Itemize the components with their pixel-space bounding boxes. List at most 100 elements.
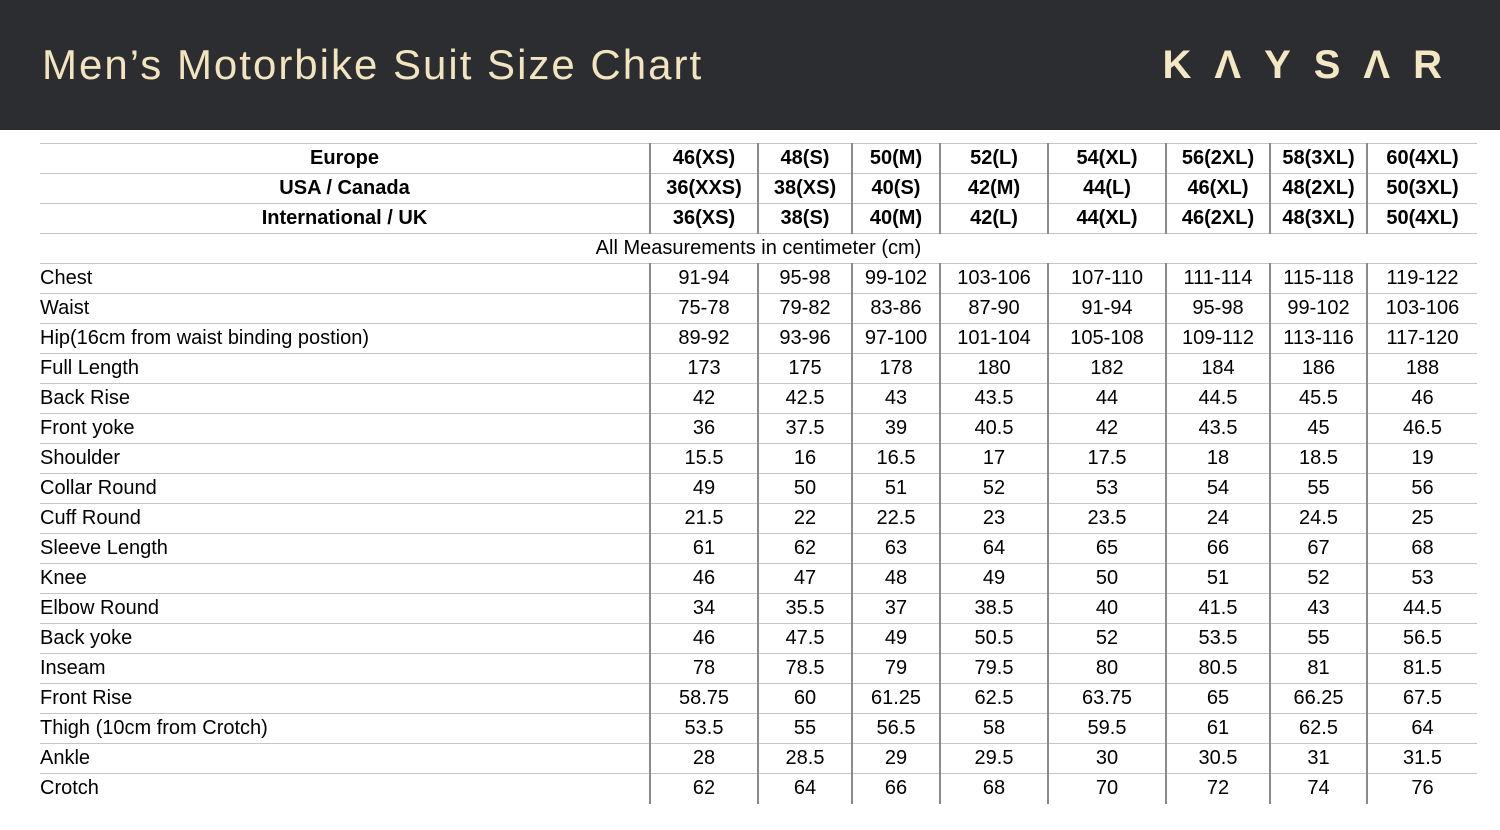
size-value-cell: 53.5 <box>649 713 758 744</box>
size-value-cell: 95-98 <box>757 263 852 294</box>
measurement-label: Thigh (10cm from Crotch) <box>40 717 268 739</box>
size-value-cell: 48(2XL) <box>1269 173 1367 204</box>
size-value-cell: 89-92 <box>649 323 758 354</box>
size-value-cell: 19 <box>1366 443 1477 474</box>
size-value-cell: 95-98 <box>1165 293 1270 324</box>
size-value-cell: 44.5 <box>1366 593 1477 624</box>
size-value-cell: 65 <box>1047 533 1166 564</box>
size-value-cell: 78 <box>649 653 758 684</box>
size-value-cell: 99-102 <box>851 263 940 294</box>
size-value-cell: 44 <box>1047 383 1166 414</box>
size-value-cell: 44(XL) <box>1047 203 1166 234</box>
measurement-label: Shoulder <box>40 447 121 469</box>
measurement-label: Hip(16cm from waist binding postion) <box>40 327 370 349</box>
size-value-cell: 55 <box>1269 473 1367 504</box>
size-value-cell: 101-104 <box>939 323 1048 354</box>
size-value-cell: 52 <box>1047 623 1166 654</box>
size-value-cell: 45 <box>1269 413 1367 444</box>
size-value-cell: 40(S) <box>851 173 940 204</box>
table-row: Crotch 62 64 66 68 70 72 74 76 <box>40 773 1477 804</box>
size-value-cell: 21.5 <box>649 503 758 534</box>
measurement-label: Elbow Round <box>40 597 159 619</box>
measurement-label: Front Rise <box>40 687 133 709</box>
size-value-cell: 48 <box>851 563 940 594</box>
size-value-cell: 80 <box>1047 653 1166 684</box>
size-value-cell: 103-106 <box>939 263 1048 294</box>
table-row: Full Length 173 175 178 180 182 184 186 188 <box>40 353 1477 384</box>
measurement-label: Ankle <box>40 747 91 769</box>
size-chart-table: Europe 46(XS) 48(S) 50(M) 52(L) 54(XL) 56(2XL)… <box>40 143 1477 804</box>
size-value-cell: 46 <box>649 623 758 654</box>
size-value-cell: 58 <box>939 713 1048 744</box>
size-system-label: International / UK <box>261 207 428 229</box>
size-value-cell: 29.5 <box>939 743 1048 774</box>
measurement-label: Cuff Round <box>40 507 141 529</box>
size-value-cell: 97-100 <box>851 323 940 354</box>
size-value-cell: 49 <box>851 623 940 654</box>
size-value-cell: 76 <box>1366 773 1477 804</box>
size-value-cell: 31 <box>1269 743 1367 774</box>
size-value-cell: 66 <box>851 773 940 804</box>
size-value-cell: 49 <box>649 473 758 504</box>
size-value-cell: 50 <box>757 473 852 504</box>
size-value-cell: 53 <box>1047 473 1166 504</box>
size-value-cell: 61 <box>1165 713 1270 744</box>
size-value-cell: 41.5 <box>1165 593 1270 624</box>
size-value-cell: 79 <box>851 653 940 684</box>
size-value-cell: 81.5 <box>1366 653 1477 684</box>
size-value-cell: 65 <box>1165 683 1270 714</box>
measurement-label: Collar Round <box>40 477 157 499</box>
size-value-cell: 38(S) <box>757 203 852 234</box>
size-value-cell: 111-114 <box>1165 263 1270 294</box>
size-value-cell: 64 <box>1366 713 1477 744</box>
size-value-cell: 40(M) <box>851 203 940 234</box>
size-value-cell: 58.75 <box>649 683 758 714</box>
table-row: Sleeve Length 61 62 63 64 65 66 67 68 <box>40 533 1477 564</box>
size-value-cell: 22 <box>757 503 852 534</box>
size-value-cell: 75-78 <box>649 293 758 324</box>
size-value-cell: 67 <box>1269 533 1367 564</box>
size-value-cell: 16 <box>757 443 852 474</box>
size-value-cell: 24.5 <box>1269 503 1367 534</box>
size-value-cell: 22.5 <box>851 503 940 534</box>
size-value-cell: 63 <box>851 533 940 564</box>
size-value-cell: 107-110 <box>1047 263 1166 294</box>
size-value-cell: 180 <box>939 353 1048 384</box>
page-title: Men’s Motorbike Suit Size Chart <box>42 41 704 88</box>
size-value-cell: 16.5 <box>851 443 940 474</box>
size-value-cell: 175 <box>757 353 852 384</box>
measurement-label: Knee <box>40 567 87 589</box>
size-value-cell: 188 <box>1366 353 1477 384</box>
size-value-cell: 74 <box>1269 773 1367 804</box>
size-value-cell: 54(XL) <box>1047 143 1166 174</box>
size-value-cell: 50(4XL) <box>1366 203 1477 234</box>
measurement-label: Waist <box>40 297 90 319</box>
size-value-cell: 56(2XL) <box>1165 143 1270 174</box>
size-value-cell: 93-96 <box>757 323 852 354</box>
size-value-cell: 42 <box>1047 413 1166 444</box>
table-row: Front Rise 58.75 60 61.25 62.5 63.75 65 66.25 67… <box>40 683 1477 714</box>
table-row: Chest 91-94 95-98 99-102 103-106 107-110 111-1… <box>40 263 1477 294</box>
size-value-cell: 66.25 <box>1269 683 1367 714</box>
size-value-cell: 30.5 <box>1165 743 1270 774</box>
size-value-cell: 42.5 <box>757 383 852 414</box>
size-value-cell: 47.5 <box>757 623 852 654</box>
table-row: International / UK 36(XS) 38(S) 40(M) 42(L) 4… <box>40 203 1477 234</box>
size-value-cell: 56.5 <box>851 713 940 744</box>
size-value-cell: 51 <box>851 473 940 504</box>
table-row: Front yoke 36 37.5 39 40.5 42 43.5 45 46.5 <box>40 413 1477 444</box>
size-value-cell: 50(M) <box>851 143 940 174</box>
size-value-cell: 119-122 <box>1366 263 1477 294</box>
size-value-cell: 105-108 <box>1047 323 1166 354</box>
size-value-cell: 61 <box>649 533 758 564</box>
size-value-cell: 17 <box>939 443 1048 474</box>
size-value-cell: 178 <box>851 353 940 384</box>
size-value-cell: 34 <box>649 593 758 624</box>
measurement-label: Back Rise <box>40 387 131 409</box>
size-value-cell: 50 <box>1047 563 1166 594</box>
size-value-cell: 28 <box>649 743 758 774</box>
size-value-cell: 46 <box>649 563 758 594</box>
size-value-cell: 43.5 <box>1165 413 1270 444</box>
size-value-cell: 52 <box>1269 563 1367 594</box>
